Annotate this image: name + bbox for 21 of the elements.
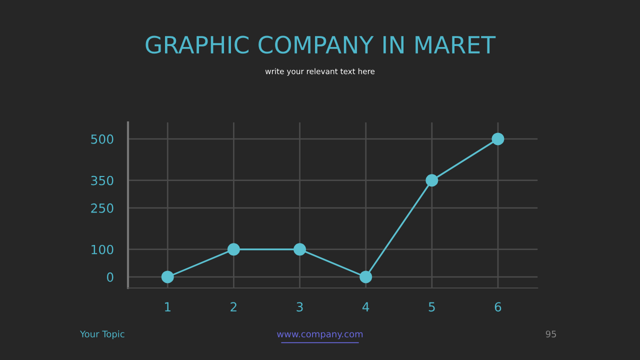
point	[227, 243, 240, 256]
y-tick-label: 0	[106, 272, 114, 282]
text: 95	[546, 330, 556, 338]
point	[360, 270, 372, 284]
point	[294, 243, 306, 256]
y-tick-label: 250	[91, 203, 114, 213]
x-tick-label: 1	[165, 302, 170, 312]
x-tick-label: 5	[428, 302, 435, 312]
x-tick-label: 3	[296, 302, 303, 312]
text: Your Topic	[80, 330, 124, 340]
point	[161, 270, 174, 284]
point	[492, 132, 504, 146]
text: www.company.com	[277, 332, 363, 340]
x-tick-label: 4	[362, 302, 370, 312]
y-tick-label: 350	[91, 176, 114, 186]
point	[426, 174, 438, 187]
x-tick-label: 6	[494, 302, 502, 312]
y-tick-label: 100	[92, 244, 114, 254]
y-tick-label: 500	[91, 134, 114, 144]
x-tick-label: 2	[230, 302, 236, 312]
chart-title: GRAPHIC COMPANY IN MARET	[146, 36, 496, 54]
